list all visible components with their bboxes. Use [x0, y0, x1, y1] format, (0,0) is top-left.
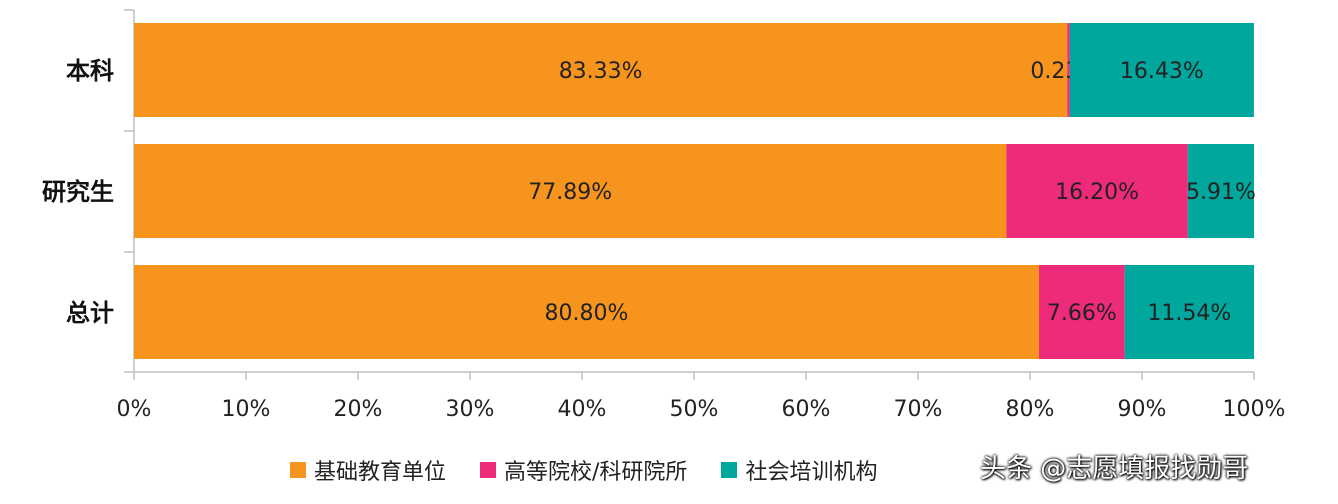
- tick-labels: 0% 10% 20% 30% 40% 50% 60% 70% 80% 90% 100%: [117, 397, 1286, 422]
- bar-segment: [1038, 265, 1125, 359]
- legend-item-universities: 高等院校/科研院所: [480, 454, 687, 486]
- x-tick-label: 70%: [894, 397, 943, 422]
- bar-segment: [1067, 23, 1070, 117]
- category-label: 总计: [66, 299, 114, 327]
- data-label: 11.54%: [1147, 301, 1231, 326]
- legend: 基础教育单位 高等院校/科研院所 社会培训机构: [290, 454, 911, 486]
- data-label: 5.91%: [1186, 180, 1256, 205]
- x-tick-label: 0%: [117, 397, 152, 422]
- x-tick-label: 50%: [670, 397, 719, 422]
- legend-label-universities: 高等院校/科研院所: [504, 460, 688, 485]
- bar-segment: [134, 23, 1068, 117]
- x-tick-label: 60%: [782, 397, 831, 422]
- legend-swatch-basic-education: [290, 462, 306, 478]
- bar-segment: [1187, 144, 1254, 238]
- category-label: 本科: [66, 57, 114, 85]
- x-tick-label: 30%: [446, 397, 495, 422]
- x-tick-label: 40%: [558, 397, 607, 422]
- bar-segment: [1006, 144, 1188, 238]
- legend-item-training: 社会培训机构: [721, 454, 877, 486]
- x-tick-label: 10%: [222, 397, 271, 422]
- watermark: 头条 @志愿填报找勋哥: [980, 454, 1249, 484]
- x-tick-label: 20%: [334, 397, 383, 422]
- data-label: 16.43%: [1120, 59, 1204, 84]
- x-tick-label: 100%: [1223, 397, 1286, 422]
- legend-item-basic-education: 基础教育单位: [290, 454, 446, 486]
- bar-segment: [134, 265, 1039, 359]
- x-tick-label: 90%: [1118, 397, 1167, 422]
- data-label: 7.66%: [1047, 301, 1117, 326]
- legend-label-basic-education: 基础教育单位: [314, 460, 447, 485]
- category-label: 研究生: [42, 178, 114, 206]
- bar-segment: [1069, 23, 1254, 117]
- legend-swatch-universities: [480, 462, 497, 478]
- legend-label-training: 社会培训机构: [745, 460, 878, 485]
- bar-segment: [1124, 265, 1254, 359]
- data-label: 16.20%: [1055, 180, 1139, 205]
- data-label: 77.89%: [528, 180, 612, 205]
- bar-segment: [134, 144, 1007, 238]
- data-label: 80.80%: [545, 301, 629, 326]
- data-label: 83.33%: [559, 59, 643, 84]
- x-tick-label: 80%: [1006, 397, 1055, 422]
- legend-swatch-training: [721, 462, 738, 478]
- stacked-bar-chart: 83.33% 0.23% 16.43%77.89% 16.20% 5.91%80.80%…: [42, 9, 1286, 422]
- bars: 83.33% 0.23% 16.43%77.89% 16.20% 5.91%80.80%…: [134, 23, 1256, 359]
